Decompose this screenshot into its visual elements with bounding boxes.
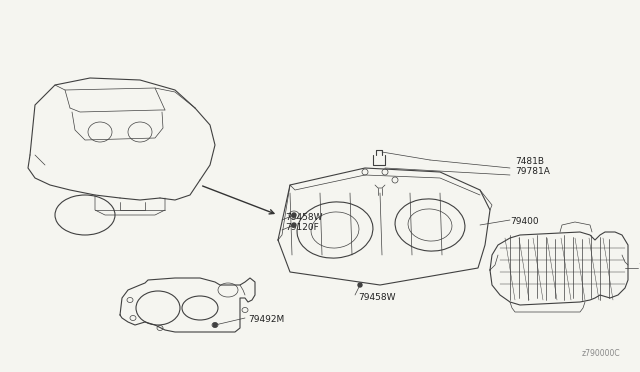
Text: 79781A: 79781A xyxy=(515,167,550,176)
Circle shape xyxy=(292,213,296,217)
Circle shape xyxy=(213,323,217,327)
Text: 7481B: 7481B xyxy=(515,157,544,167)
Text: 79120F: 79120F xyxy=(285,224,319,232)
Text: 79110: 79110 xyxy=(638,263,640,273)
Text: 79400: 79400 xyxy=(510,218,539,227)
Text: 79458W: 79458W xyxy=(285,214,323,222)
Text: 79458W: 79458W xyxy=(358,294,396,302)
Circle shape xyxy=(358,283,362,287)
Circle shape xyxy=(292,223,296,227)
Text: 79492M: 79492M xyxy=(248,315,284,324)
Text: z790000C: z790000C xyxy=(581,349,620,358)
